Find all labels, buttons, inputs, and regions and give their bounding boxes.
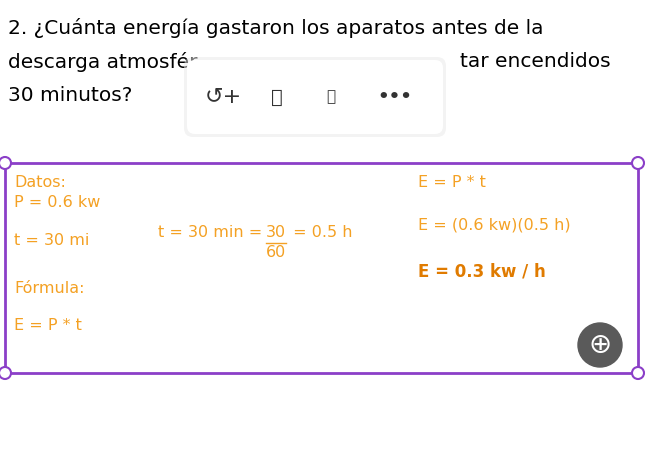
Text: t = 30 mi: t = 30 mi xyxy=(14,233,90,248)
Text: 2. ¿Cuánta energía gastaron los aparatos antes de la: 2. ¿Cuánta energía gastaron los aparatos… xyxy=(8,18,544,38)
Circle shape xyxy=(0,367,11,379)
Text: Datos:: Datos: xyxy=(14,175,66,190)
Circle shape xyxy=(578,323,622,367)
Text: 30: 30 xyxy=(266,225,286,240)
Circle shape xyxy=(0,157,11,169)
Text: E = P * t: E = P * t xyxy=(418,175,486,190)
Text: descarga atmosfér: descarga atmosfér xyxy=(8,52,197,72)
Text: 60: 60 xyxy=(266,245,286,260)
FancyBboxPatch shape xyxy=(187,60,443,134)
Text: E = (0.6 kw)(0.5 h): E = (0.6 kw)(0.5 h) xyxy=(418,218,571,233)
Text: E = P * t: E = P * t xyxy=(14,318,82,333)
Circle shape xyxy=(632,367,644,379)
Circle shape xyxy=(632,157,644,169)
Text: •••: ••• xyxy=(377,88,412,106)
Text: t = 30 min =: t = 30 min = xyxy=(158,225,268,240)
Text: ⊕: ⊕ xyxy=(588,331,611,359)
FancyBboxPatch shape xyxy=(184,57,446,137)
Text: tar encendidos: tar encendidos xyxy=(460,52,611,71)
Text: = 0.5 h: = 0.5 h xyxy=(288,225,353,240)
Text: ⬛: ⬛ xyxy=(326,90,335,104)
Text: E = 0.3 kw / h: E = 0.3 kw / h xyxy=(418,263,546,281)
Text: 30 minutos?: 30 minutos? xyxy=(8,86,132,105)
Text: ⧉: ⧉ xyxy=(271,87,283,107)
FancyBboxPatch shape xyxy=(5,163,638,373)
Text: P = 0.6 kw: P = 0.6 kw xyxy=(14,195,101,210)
Text: ↺+: ↺+ xyxy=(204,87,242,107)
Text: Fórmula:: Fórmula: xyxy=(14,281,84,296)
